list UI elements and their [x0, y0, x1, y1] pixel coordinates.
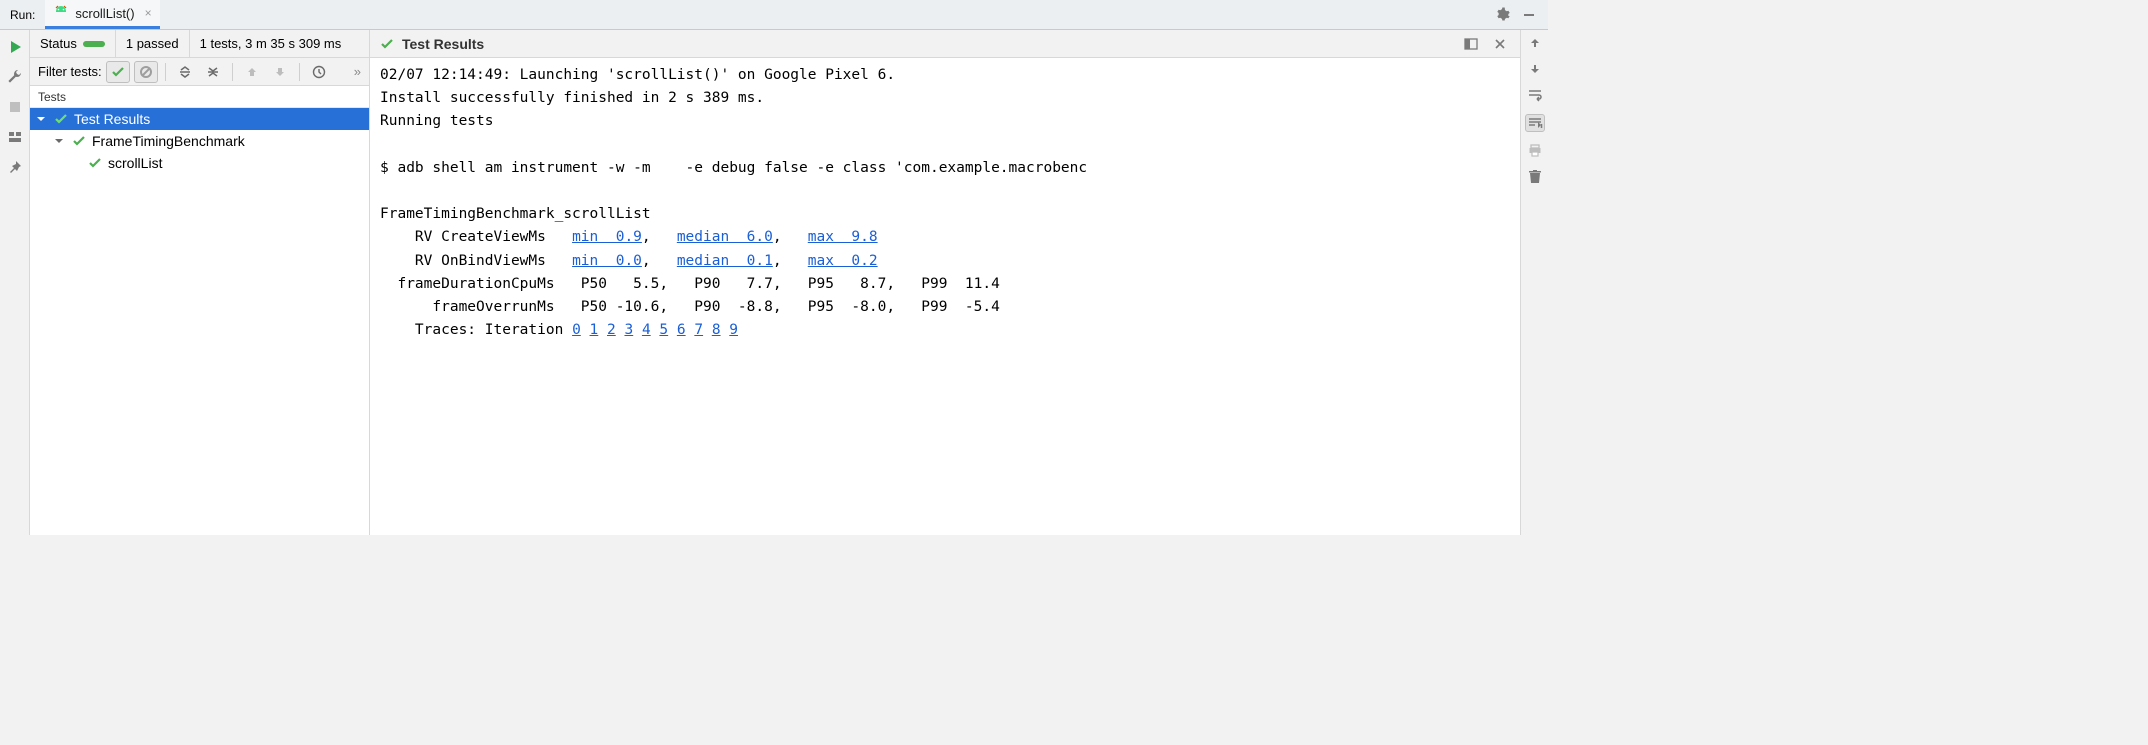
pass-check-icon — [72, 134, 86, 148]
metric-link[interactable]: min 0.0 — [572, 253, 642, 269]
prev-test-icon[interactable] — [240, 61, 264, 83]
breadcrumb-title: Test Results — [402, 36, 484, 52]
trash-icon[interactable] — [1529, 170, 1541, 184]
metric-link[interactable]: median 0.1 — [677, 253, 773, 269]
scroll-to-end-icon[interactable] — [1525, 114, 1545, 132]
test-history-icon[interactable] — [307, 61, 331, 83]
minimize-icon[interactable] — [1516, 8, 1542, 22]
chevron-down-icon — [36, 114, 48, 124]
tests-tree: Test Results FrameTimingBenchmark scrol — [30, 108, 369, 535]
layout-icon[interactable] — [6, 128, 24, 146]
trace-link[interactable]: 5 — [659, 322, 668, 338]
status-summary: 1 tests, 3 m 35 s 309 ms — [200, 36, 342, 51]
status-row: Status 1 passed 1 tests, 3 m 35 s 309 ms — [30, 30, 369, 58]
status-progress-pill — [83, 41, 105, 47]
chevron-down-icon — [54, 136, 66, 146]
tree-suite[interactable]: FrameTimingBenchmark — [30, 130, 369, 152]
trace-link[interactable]: 6 — [677, 322, 686, 338]
tree-suite-label: FrameTimingBenchmark — [92, 133, 245, 149]
trace-link[interactable]: 0 — [572, 322, 581, 338]
tree-case[interactable]: scrollList — [30, 152, 369, 174]
trace-link[interactable]: 3 — [624, 322, 633, 338]
left-action-gutter — [0, 30, 30, 535]
tree-root-label: Test Results — [74, 111, 150, 127]
tree-case-label: scrollList — [108, 155, 162, 171]
status-passed: 1 passed — [126, 36, 179, 51]
pin-icon[interactable] — [6, 158, 24, 176]
pass-check-icon — [54, 112, 68, 126]
android-test-icon — [53, 5, 69, 21]
trace-link[interactable]: 4 — [642, 322, 651, 338]
stop-icon[interactable] — [6, 98, 24, 116]
metric-link[interactable]: median 6.0 — [677, 229, 773, 245]
show-ignored-icon[interactable] — [134, 61, 158, 83]
right-action-gutter — [1520, 30, 1548, 535]
expand-all-icon[interactable] — [173, 61, 197, 83]
print-icon[interactable] — [1528, 144, 1542, 158]
tests-column-header: Tests — [30, 86, 369, 108]
close-icon[interactable] — [1490, 38, 1510, 50]
metric-link[interactable]: min 0.9 — [572, 229, 642, 245]
trace-link[interactable]: 8 — [712, 322, 721, 338]
console-output[interactable]: 02/07 12:14:49: Launching 'scrollList()'… — [370, 58, 1520, 535]
pass-check-icon — [380, 37, 394, 51]
show-passed-icon[interactable] — [106, 61, 130, 83]
breadcrumb: Test Results — [370, 30, 1520, 58]
trace-link[interactable]: 2 — [607, 322, 616, 338]
pass-check-icon — [88, 156, 102, 170]
filter-more-icon[interactable]: » — [354, 64, 361, 79]
run-tabbar: Run: scrollList() × — [0, 0, 1548, 30]
trace-link[interactable]: 7 — [694, 322, 703, 338]
run-icon[interactable] — [6, 38, 24, 56]
close-tab-icon[interactable]: × — [141, 6, 152, 20]
scroll-up-icon[interactable] — [1528, 36, 1542, 50]
collapse-all-icon[interactable] — [201, 61, 225, 83]
scroll-down-icon[interactable] — [1528, 62, 1542, 76]
gear-icon[interactable] — [1488, 7, 1516, 23]
metric-link[interactable]: max 9.8 — [808, 229, 878, 245]
layout-split-icon[interactable] — [1460, 37, 1482, 51]
soft-wrap-icon[interactable] — [1527, 88, 1543, 102]
next-test-icon[interactable] — [268, 61, 292, 83]
trace-link[interactable]: 1 — [590, 322, 599, 338]
status-label: Status — [40, 36, 77, 51]
tree-root-test-results[interactable]: Test Results — [30, 108, 369, 130]
wrench-icon[interactable] — [6, 68, 24, 86]
metric-link[interactable]: max 0.2 — [808, 253, 878, 269]
trace-link[interactable]: 9 — [729, 322, 738, 338]
filter-row: Filter tests: — [30, 58, 369, 86]
filter-label: Filter tests: — [38, 64, 102, 79]
run-label: Run: — [10, 8, 35, 22]
run-config-tab-label: scrollList() — [75, 6, 134, 21]
run-config-tab[interactable]: scrollList() × — [45, 0, 159, 29]
